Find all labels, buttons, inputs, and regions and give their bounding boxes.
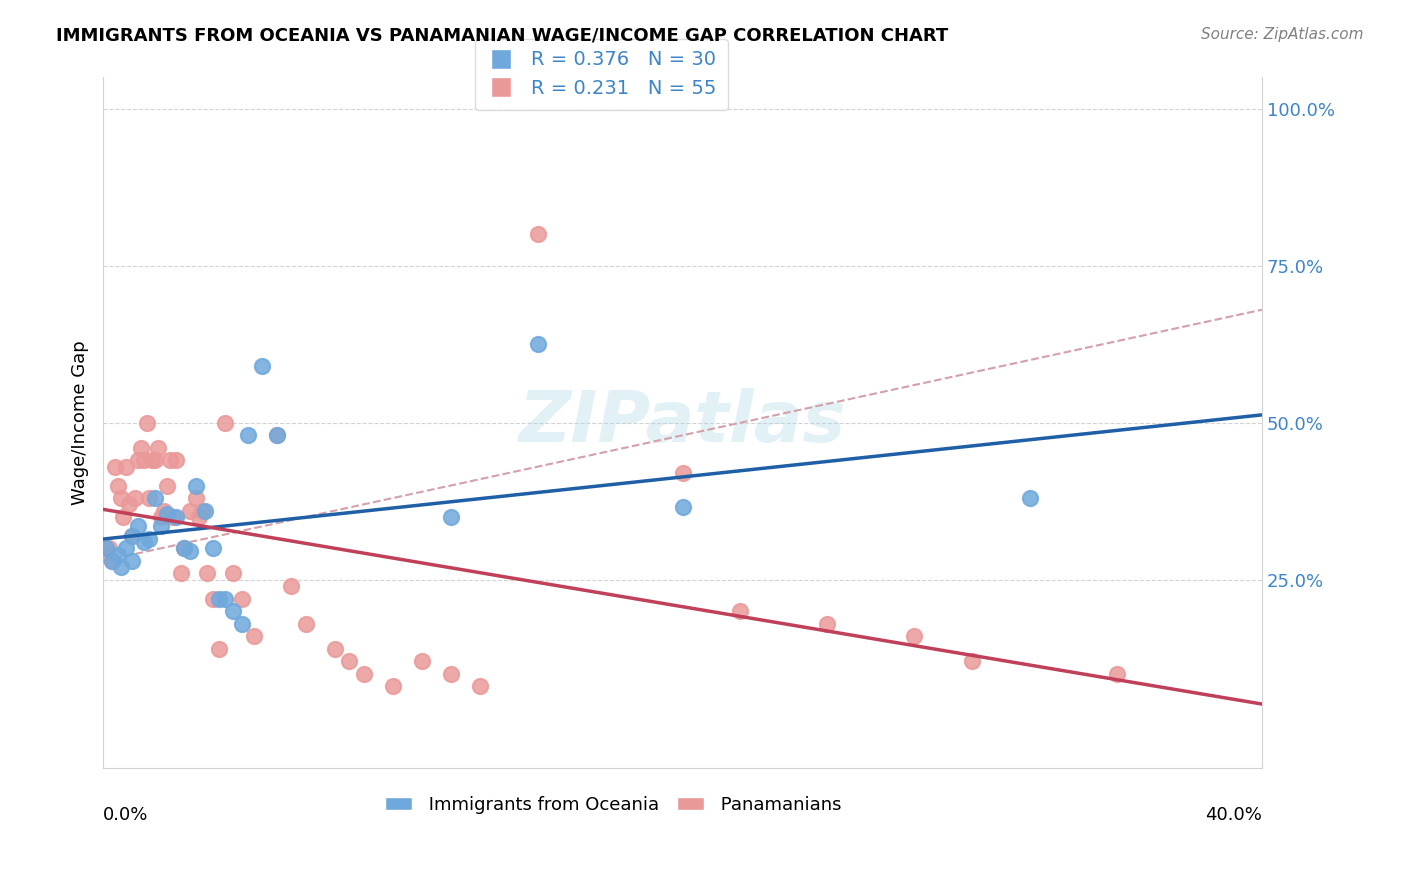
Point bbox=[222, 566, 245, 581]
Point bbox=[138, 532, 160, 546]
Point bbox=[440, 509, 463, 524]
Point bbox=[526, 337, 548, 351]
Point bbox=[165, 509, 187, 524]
Point bbox=[1105, 666, 1128, 681]
Y-axis label: Wage/Income Gap: Wage/Income Gap bbox=[72, 341, 89, 505]
Point bbox=[280, 579, 302, 593]
Point bbox=[141, 453, 163, 467]
Text: Source: ZipAtlas.com: Source: ZipAtlas.com bbox=[1201, 27, 1364, 42]
Point bbox=[337, 654, 360, 668]
Point bbox=[381, 680, 404, 694]
Point bbox=[231, 616, 253, 631]
Point bbox=[671, 466, 693, 480]
Point bbox=[526, 227, 548, 242]
Point bbox=[295, 616, 318, 631]
Point bbox=[266, 428, 288, 442]
Point bbox=[132, 535, 155, 549]
Point bbox=[110, 560, 132, 574]
Point bbox=[184, 491, 207, 505]
Point bbox=[135, 416, 157, 430]
Point bbox=[101, 554, 124, 568]
Point bbox=[104, 459, 127, 474]
Point bbox=[101, 554, 124, 568]
Point bbox=[138, 491, 160, 505]
Point bbox=[110, 491, 132, 505]
Point bbox=[150, 519, 173, 533]
Point bbox=[353, 666, 375, 681]
Point bbox=[411, 654, 433, 668]
Point bbox=[143, 491, 166, 505]
Point bbox=[242, 629, 264, 643]
Point bbox=[143, 453, 166, 467]
Point bbox=[190, 503, 212, 517]
Point bbox=[179, 503, 201, 517]
Point bbox=[214, 591, 236, 606]
Point bbox=[94, 541, 117, 556]
Point bbox=[323, 641, 346, 656]
Point bbox=[1019, 491, 1042, 505]
Point bbox=[156, 478, 179, 492]
Text: 0.0%: 0.0% bbox=[103, 805, 149, 823]
Point bbox=[97, 541, 120, 556]
Text: ZIPatlas: ZIPatlas bbox=[519, 388, 846, 458]
Point bbox=[179, 544, 201, 558]
Point bbox=[440, 666, 463, 681]
Point bbox=[132, 453, 155, 467]
Point bbox=[156, 507, 179, 521]
Point bbox=[730, 604, 752, 618]
Point bbox=[208, 641, 231, 656]
Point bbox=[159, 453, 181, 467]
Point bbox=[208, 591, 231, 606]
Point bbox=[112, 509, 135, 524]
Point bbox=[202, 541, 225, 556]
Point bbox=[231, 591, 253, 606]
Point bbox=[127, 453, 149, 467]
Point bbox=[468, 680, 491, 694]
Point bbox=[107, 478, 129, 492]
Point bbox=[121, 529, 143, 543]
Point bbox=[115, 459, 138, 474]
Point bbox=[202, 591, 225, 606]
Point bbox=[121, 554, 143, 568]
Point bbox=[153, 503, 176, 517]
Text: 40.0%: 40.0% bbox=[1205, 805, 1263, 823]
Point bbox=[94, 548, 117, 562]
Point bbox=[129, 441, 152, 455]
Point bbox=[815, 616, 838, 631]
Point bbox=[127, 519, 149, 533]
Point bbox=[150, 509, 173, 524]
Point bbox=[107, 548, 129, 562]
Point bbox=[671, 500, 693, 515]
Point bbox=[184, 478, 207, 492]
Text: IMMIGRANTS FROM OCEANIA VS PANAMANIAN WAGE/INCOME GAP CORRELATION CHART: IMMIGRANTS FROM OCEANIA VS PANAMANIAN WA… bbox=[56, 27, 949, 45]
Point bbox=[266, 428, 288, 442]
Point bbox=[236, 428, 259, 442]
Point bbox=[197, 566, 219, 581]
Point bbox=[118, 497, 141, 511]
Point bbox=[903, 629, 925, 643]
Point bbox=[214, 416, 236, 430]
Point bbox=[193, 503, 215, 517]
Point bbox=[146, 441, 169, 455]
Point bbox=[121, 529, 143, 543]
Point bbox=[173, 541, 195, 556]
Point bbox=[187, 509, 209, 524]
Point bbox=[162, 509, 184, 524]
Point bbox=[115, 541, 138, 556]
Legend:  Immigrants from Oceania,  Panamanians: Immigrants from Oceania, Panamanians bbox=[377, 789, 848, 822]
Point bbox=[124, 491, 146, 505]
Point bbox=[252, 359, 274, 374]
Point bbox=[173, 541, 195, 556]
Point bbox=[960, 654, 983, 668]
Point bbox=[165, 453, 187, 467]
Point bbox=[170, 566, 193, 581]
Point bbox=[222, 604, 245, 618]
